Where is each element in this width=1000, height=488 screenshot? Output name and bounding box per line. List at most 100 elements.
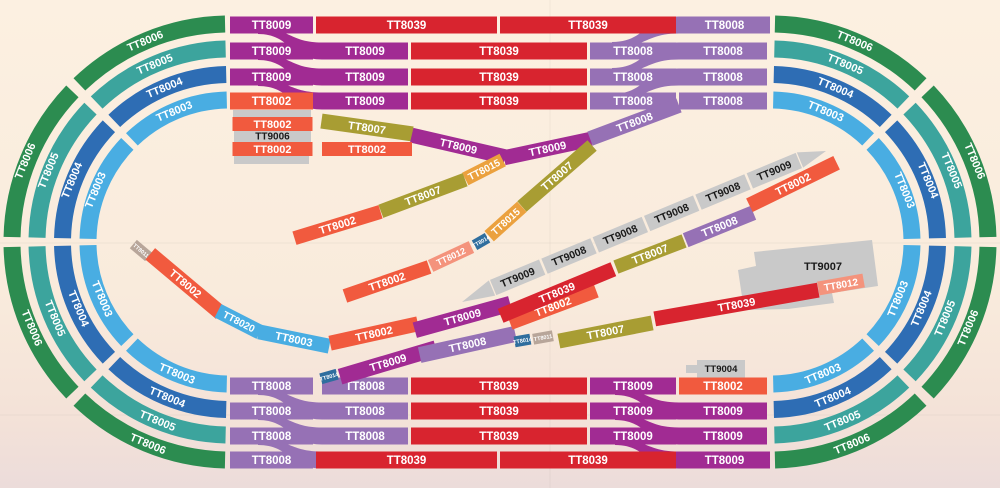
track-label: TT8009 — [252, 46, 292, 58]
track-label: TT8009 — [252, 72, 292, 84]
track-label: TT8002 — [348, 144, 386, 156]
track-piece-tt8009 — [322, 68, 408, 86]
track-piece-tt8014: TT8014 — [319, 368, 340, 385]
track-piece-tt8008 — [679, 92, 767, 110]
track-piece-tt8039 — [411, 377, 587, 395]
curve-segment-tt8004 — [54, 120, 116, 239]
track-label: TT8009 — [705, 455, 745, 467]
track-piece-tt8039 — [500, 16, 676, 34]
track-label: TT8039 — [479, 381, 519, 393]
track-rect — [145, 248, 226, 319]
curve-segment-tt8005 — [28, 246, 97, 382]
track-label: TT8009 — [613, 381, 653, 393]
track-label: TT8039 — [387, 455, 427, 467]
track-piece-tt8002: TT8002 — [232, 117, 313, 131]
track-rect — [378, 173, 468, 218]
track-label: TT8039 — [568, 455, 608, 467]
track-piece-tt8009 — [322, 92, 408, 110]
track-label: TT8008 — [613, 72, 653, 84]
track-label: TT8002 — [254, 144, 292, 156]
track-piece-tt8008 — [230, 402, 313, 420]
curve-segment-tt8004 — [54, 245, 116, 364]
curve-segment-tt8003 — [126, 338, 228, 393]
track-piece-tt8008 — [230, 427, 313, 445]
track-rect — [427, 241, 475, 272]
track-rect — [517, 140, 597, 212]
track-label: TT8009 — [345, 46, 385, 58]
curve-segment-tt8003 — [866, 138, 921, 240]
track-label: TT8008 — [613, 96, 653, 108]
track-rect — [484, 201, 527, 242]
track-rect — [557, 315, 654, 349]
track-label: TT8009 — [345, 72, 385, 84]
track-rect — [342, 260, 432, 303]
track-piece-tt8008 — [679, 16, 770, 34]
curve-segment-tt8005 — [90, 375, 226, 444]
track-piece-tt8014: TT8014 — [513, 333, 533, 348]
track-label: TT8008 — [345, 381, 385, 393]
track-piece-tt8008 — [322, 402, 408, 420]
track-piece-tt8011: TT8011 — [532, 330, 554, 345]
track-label: TT8008 — [252, 431, 292, 443]
track-label: TT9007 — [804, 261, 842, 273]
track-piece-tt8008 — [590, 92, 676, 110]
track-label: TT8039 — [387, 20, 427, 32]
track-rect — [232, 117, 313, 131]
curve-segment-tt8006 — [73, 15, 226, 91]
track-piece-tt8009 — [590, 427, 676, 445]
track-label: TT8039 — [479, 46, 519, 58]
curve-segment-tt8006 — [73, 393, 226, 469]
track-label: TT8009 — [703, 431, 743, 443]
track-piece-tt8008 — [679, 42, 767, 60]
track-rect — [587, 98, 682, 146]
track-rect — [232, 142, 313, 156]
curve-segment-tt8006 — [774, 393, 927, 469]
curve-segment-tt8004 — [773, 66, 892, 128]
track-label: TT8008 — [252, 406, 292, 418]
track-label: TT9006 — [255, 132, 290, 143]
curve-segment-tt8006 — [774, 15, 927, 91]
track-rect — [746, 155, 840, 213]
track-piece-tt8008 — [230, 451, 313, 469]
track-piece-tt8039 — [316, 16, 497, 34]
curve-segment-tt8005 — [774, 40, 910, 109]
track-label: TT8002 — [254, 119, 292, 131]
track-label: TT8009 — [613, 431, 653, 443]
curve-segment-tt8003 — [79, 138, 134, 240]
track-label: TT8008 — [345, 431, 385, 443]
track-label: TT8009 — [345, 96, 385, 108]
track-rect — [292, 205, 383, 245]
track-label: TT8039 — [479, 406, 519, 418]
track-piece-tt8002: TT8002 — [232, 142, 313, 156]
track-label: TT8039 — [479, 96, 519, 108]
track-label: TT8008 — [705, 20, 745, 32]
track-rect — [497, 262, 617, 323]
curve-segment-tt8006 — [921, 246, 997, 399]
curve-segment-tt8003 — [126, 91, 228, 146]
track-piece-tt8009 — [590, 402, 676, 420]
platform — [234, 156, 309, 164]
track-label: TT8039 — [479, 72, 519, 84]
track-label: TT8009 — [703, 406, 743, 418]
track-rect — [319, 368, 339, 385]
track-label: TT8039 — [568, 20, 608, 32]
curve-segment-tt8006 — [921, 85, 997, 238]
track-piece-tt8039 — [316, 451, 497, 469]
flex-rect — [643, 195, 700, 232]
track-rect — [507, 283, 599, 330]
track-rect — [817, 273, 865, 296]
curve-segment-tt8006 — [3, 246, 79, 399]
track-piece-tt8009 — [679, 451, 770, 469]
curve-segment-tt8003 — [772, 338, 874, 393]
track-label: TT8007 — [347, 120, 386, 137]
curve-segment-tt8004 — [884, 120, 946, 239]
track-piece-tt8039 — [411, 42, 587, 60]
track-piece-tt8012: TT8012 — [817, 273, 865, 296]
track-label: TT8002 — [703, 381, 743, 393]
track-piece-tt8039: TT8039 — [653, 282, 820, 327]
curve-segment-tt8006 — [3, 85, 79, 238]
platform — [686, 365, 698, 373]
track-label: TT8008 — [703, 72, 743, 84]
